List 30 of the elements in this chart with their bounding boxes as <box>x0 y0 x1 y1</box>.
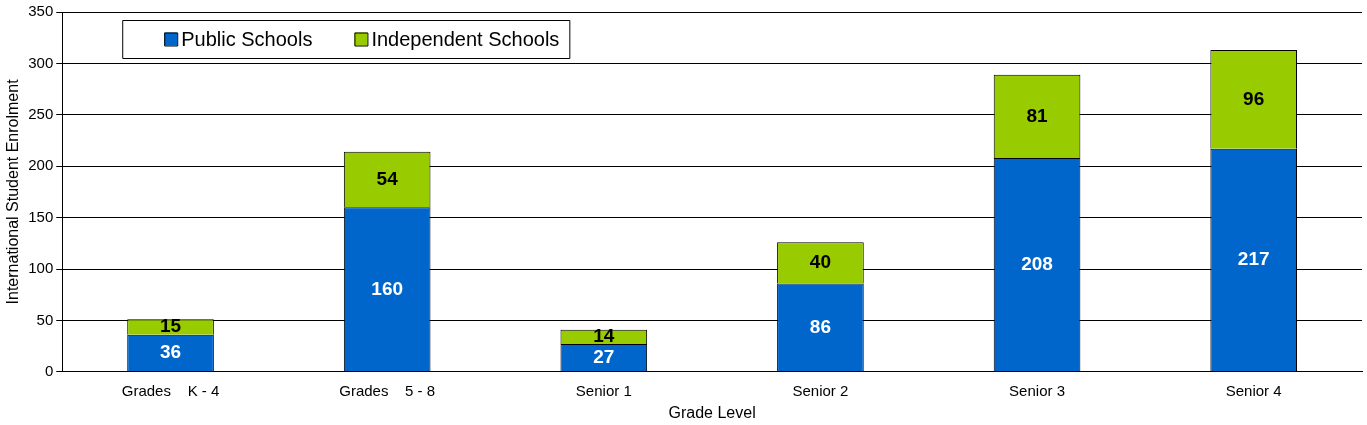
data-label: 208 <box>1021 252 1053 274</box>
x-tick-label: Grades 5 - 8 <box>339 381 436 399</box>
y-tick-label: 150 <box>28 207 54 225</box>
data-label: 160 <box>371 277 404 299</box>
legend-label: Public Schools <box>181 27 313 50</box>
data-label: 54 <box>376 167 399 189</box>
data-label: 36 <box>159 341 182 363</box>
y-tick-label: 350 <box>28 2 54 20</box>
data-label: 86 <box>809 315 831 337</box>
x-tick-label: Senior 4 <box>1225 381 1282 399</box>
y-tick-label: 300 <box>28 53 54 71</box>
y-tick-label: 50 <box>36 310 54 328</box>
x-tick-label: Senior 2 <box>792 381 849 399</box>
data-label: 96 <box>1243 87 1265 109</box>
data-label: 81 <box>1026 104 1049 126</box>
y-tick-label: 100 <box>28 259 54 277</box>
x-axis-title: Grade Level <box>668 403 756 421</box>
y-tick-label: 0 <box>44 361 54 379</box>
legend-label: Independent Schools <box>371 27 560 50</box>
data-label: 40 <box>809 251 831 273</box>
x-tick-label: Senior 1 <box>575 381 632 399</box>
y-tick-label: 200 <box>28 156 54 174</box>
y-tick-label: 250 <box>28 104 54 122</box>
data-label: 15 <box>159 315 182 337</box>
y-axis-title: International Student Enrolment <box>4 78 22 305</box>
data-label: 217 <box>1237 248 1270 270</box>
data-label: 14 <box>593 325 615 347</box>
x-tick-label: Senior 3 <box>1009 381 1065 399</box>
data-label: 27 <box>593 345 615 367</box>
x-tick-label: Grades K - 4 <box>121 381 220 399</box>
